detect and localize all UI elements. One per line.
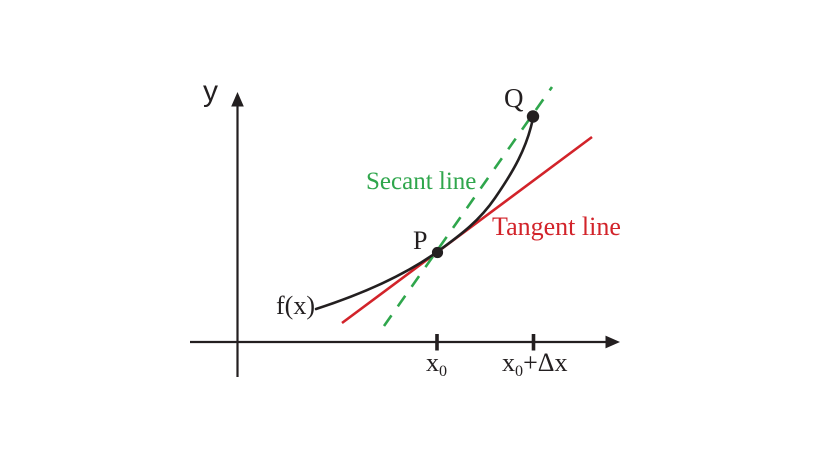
x0dx-base: x [502, 348, 515, 377]
function-label: f(x) [276, 291, 315, 320]
y-axis-label: y [203, 75, 218, 108]
x0dx-rest: +Δx [523, 348, 568, 377]
point-q-label: Q [504, 83, 524, 113]
x-axis-arrowhead [605, 335, 620, 349]
point-q-dot [526, 110, 540, 123]
secant-line [382, 86, 554, 327]
x0dx-subscript: 0 [515, 362, 524, 380]
x0-base: x [426, 348, 439, 377]
y-axis-arrowhead [231, 92, 244, 107]
point-p-dot [431, 246, 444, 259]
point-p-label: P [413, 226, 428, 255]
tangent-line-label: Tangent line [492, 212, 621, 241]
function-curve [314, 116, 535, 311]
x0-plus-dx-label: x0+Δx [502, 348, 568, 380]
x0-subscript: 0 [439, 362, 448, 380]
secant-line-label: Secant line [366, 168, 477, 195]
x0-label: x0 [426, 348, 447, 380]
